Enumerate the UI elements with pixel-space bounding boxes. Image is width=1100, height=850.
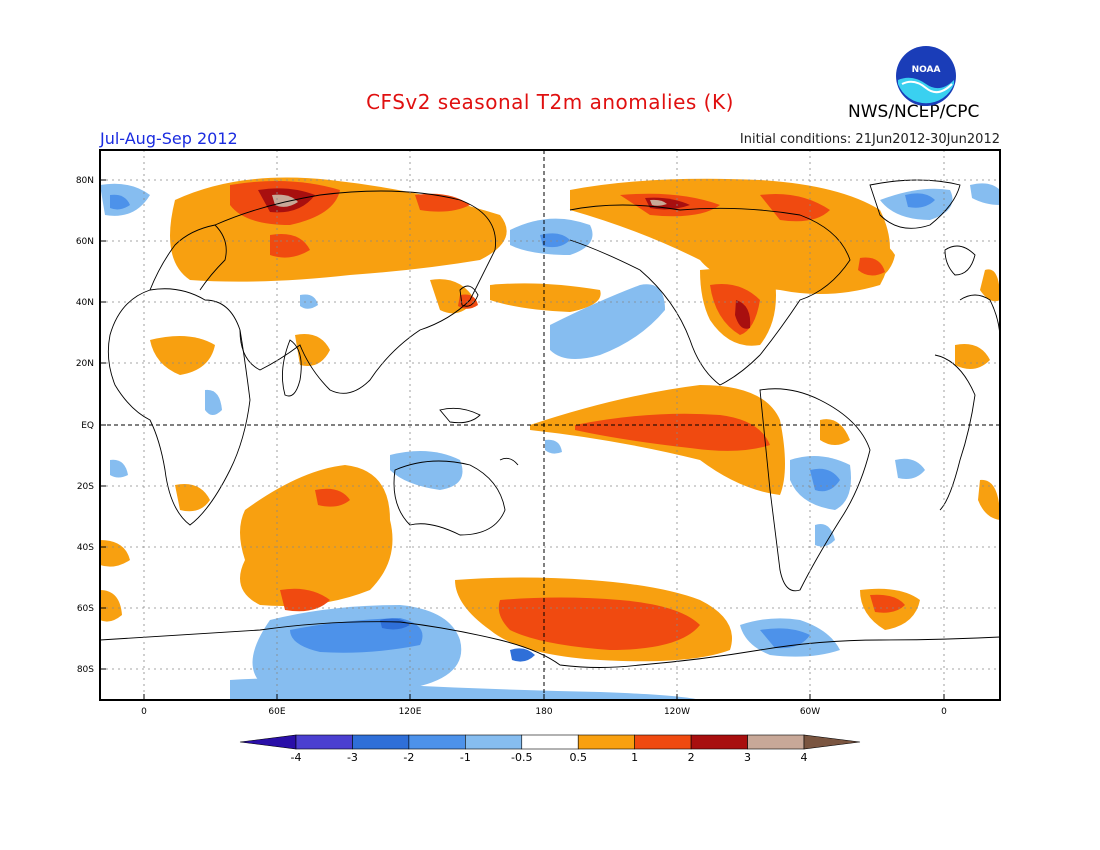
chart-title: CFSv2 seasonal T2m anomalies (K) bbox=[366, 90, 734, 114]
lat-label: 80S bbox=[77, 665, 94, 675]
lon-label: 120E bbox=[399, 707, 422, 717]
lat-label: 40S bbox=[77, 543, 94, 553]
cool-anomaly-dark bbox=[380, 618, 535, 662]
lat-label: 60S bbox=[77, 604, 94, 614]
colorbar-tick-label: -2 bbox=[403, 751, 414, 764]
colorbar-tick-label: -4 bbox=[291, 751, 302, 764]
lat-label: 20S bbox=[77, 482, 94, 492]
anomaly-fields bbox=[100, 150, 1000, 700]
season-label: Jul-Aug-Sep 2012 bbox=[100, 129, 238, 148]
colorbar-tick-label: -3 bbox=[347, 751, 358, 764]
colorbar-tick-label: -1 bbox=[460, 751, 471, 764]
colorbar-box bbox=[690, 734, 748, 750]
lon-label: 60E bbox=[268, 707, 285, 717]
agency-label: NWS/NCEP/CPC bbox=[848, 102, 980, 122]
lon-label: 0 bbox=[941, 707, 947, 717]
lon-label: 180 bbox=[535, 707, 552, 717]
lat-label: EQ bbox=[81, 421, 94, 431]
logo-text: NOAA bbox=[912, 65, 941, 75]
lat-label: 20N bbox=[76, 359, 94, 369]
lat-axis: 80N 60N 40N 20N EQ 20S 40S 60S 80S bbox=[76, 176, 106, 675]
colorbar-arrow-low bbox=[239, 734, 297, 750]
lon-label: 60W bbox=[800, 707, 820, 717]
colorbar-box bbox=[295, 734, 353, 750]
colorbar bbox=[239, 734, 861, 750]
colorbar-tick-label: -0.5 bbox=[511, 751, 532, 764]
noaa-logo-icon: NOAA bbox=[896, 46, 956, 106]
colorbar-tick-label: 4 bbox=[801, 751, 808, 764]
grid-lines bbox=[100, 150, 1000, 700]
initial-conditions-label: Initial conditions: 21Jun2012-30Jun2012 bbox=[739, 132, 1000, 147]
lat-label: 60N bbox=[76, 237, 94, 247]
colorbar-box bbox=[577, 734, 635, 750]
reference-lines bbox=[100, 150, 1000, 700]
colorbar-box bbox=[747, 734, 805, 750]
colorbar-labels: -4 -3 -2 -1 -0.5 0.5 1 2 3 4 bbox=[291, 751, 808, 764]
colorbar-box bbox=[634, 734, 692, 750]
lon-label: 0 bbox=[141, 707, 147, 717]
lon-axis: 0 60E 120E 180 120W 60W 0 bbox=[141, 694, 947, 717]
colorbar-box bbox=[521, 734, 579, 750]
colorbar-arrow-high bbox=[803, 734, 861, 750]
colorbar-box bbox=[465, 734, 523, 750]
lat-label: 80N bbox=[76, 176, 94, 186]
lon-label: 120W bbox=[664, 707, 690, 717]
colorbar-tick-label: 3 bbox=[744, 751, 751, 764]
colorbar-box bbox=[352, 734, 410, 750]
colorbar-tick-label: 1 bbox=[631, 751, 638, 764]
coastlines bbox=[100, 179, 1000, 668]
colorbar-tick-label: 2 bbox=[688, 751, 695, 764]
colorbar-tick-label: 0.5 bbox=[569, 751, 587, 764]
colorbar-box bbox=[408, 734, 466, 750]
lat-label: 40N bbox=[76, 298, 94, 308]
